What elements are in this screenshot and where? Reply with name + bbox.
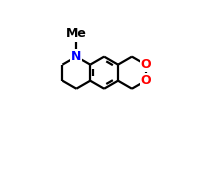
Text: O: O: [141, 74, 151, 87]
Text: Me: Me: [66, 27, 87, 40]
Text: N: N: [71, 50, 81, 63]
Text: O: O: [141, 58, 151, 71]
